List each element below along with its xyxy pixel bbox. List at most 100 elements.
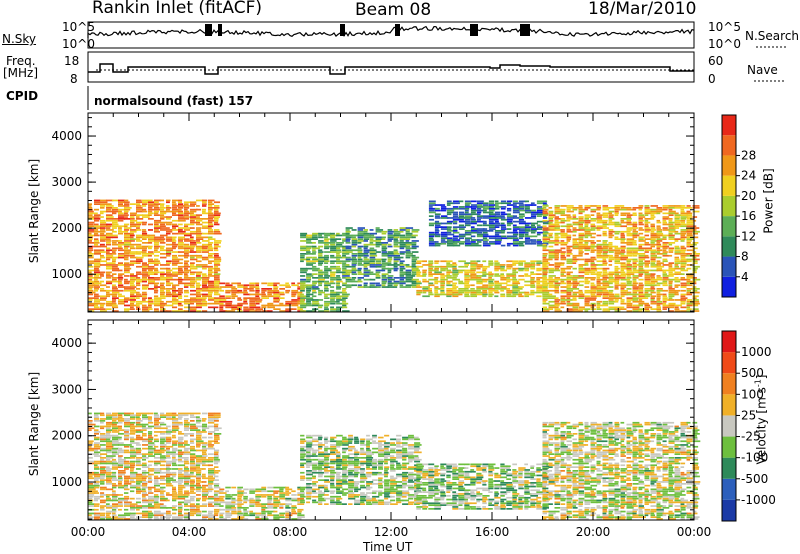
heatmap-cell [202, 418, 207, 420]
heatmap-cell [662, 260, 668, 263]
heatmap-cell [124, 475, 131, 478]
heatmap-cell [342, 262, 347, 264]
heatmap-cell [261, 494, 269, 496]
heatmap-cell [166, 477, 174, 480]
heatmap-cell [387, 245, 393, 248]
heatmap-cell [363, 245, 369, 248]
heatmap-cell [668, 229, 676, 231]
heatmap-cell [202, 208, 206, 211]
heatmap-cell [686, 299, 692, 301]
heatmap-cell [106, 423, 114, 426]
heatmap-cell [500, 217, 506, 219]
heatmap-cell [100, 453, 108, 455]
heatmap-cell [530, 286, 536, 288]
heatmap-cell [342, 253, 348, 255]
heatmap-cell [399, 227, 407, 229]
heatmap-cell [500, 206, 507, 208]
heatmap-cell [318, 280, 325, 283]
heatmap-cell [500, 231, 505, 234]
heatmap-cell [202, 431, 207, 433]
heatmap-cell [255, 308, 263, 310]
heatmap-cell [650, 214, 655, 216]
heatmap-cell [452, 235, 459, 238]
heatmap-cell [632, 280, 637, 283]
heatmap-cell [106, 425, 112, 428]
heatmap-cell [452, 202, 460, 205]
heatmap-cell [178, 245, 184, 248]
heatmap-cell [560, 262, 565, 264]
heatmap-cell [608, 207, 616, 209]
heatmap-cell [142, 412, 149, 415]
heatmap-cell [530, 204, 537, 206]
heatmap-cell [626, 223, 634, 226]
heatmap-cell [243, 284, 250, 287]
heatmap-cell [184, 267, 188, 270]
heatmap-cell [184, 457, 189, 459]
heatmap-cell [136, 501, 141, 504]
heatmap-cell [154, 201, 159, 204]
heatmap-cell [208, 227, 212, 229]
heatmap-cell [626, 216, 632, 218]
heatmap-cell [300, 286, 308, 288]
heatmap-cell [602, 225, 607, 228]
heatmap-cell [345, 234, 353, 237]
heatmap-cell [686, 221, 694, 224]
heatmap-cell [178, 265, 186, 268]
heatmap-cell [88, 238, 93, 240]
heatmap-cell [208, 471, 215, 474]
heatmap-cell [336, 254, 341, 257]
heatmap-cell [184, 247, 192, 250]
heatmap-cell [363, 271, 371, 274]
heatmap-cell [118, 412, 126, 415]
heatmap-cell [112, 242, 117, 244]
heatmap-cell [578, 240, 586, 242]
heatmap-cell [172, 444, 178, 446]
heatmap-cell [626, 208, 634, 211]
heatmap-cell [566, 258, 573, 261]
heatmap-cell [440, 291, 445, 294]
heatmap-cell [166, 433, 171, 435]
heatmap-cell [166, 484, 174, 487]
heatmap-cell [118, 205, 125, 207]
heatmap-cell [202, 273, 207, 275]
heatmap-cell [184, 265, 191, 268]
heatmap-cell [106, 210, 114, 213]
heatmap-cell [130, 418, 136, 420]
heatmap-cell [130, 497, 135, 500]
heatmap-cell [536, 207, 544, 210]
heatmap-cell [124, 479, 130, 481]
heatmap-cell [106, 421, 113, 424]
heatmap-cell [88, 423, 96, 426]
heatmap-cell [530, 213, 538, 216]
heatmap-cell [363, 260, 372, 263]
heatmap-cell [124, 258, 129, 261]
heatmap-cell [363, 253, 369, 255]
heatmap-cell [267, 291, 275, 294]
heatmap-cell [306, 238, 314, 240]
heatmap-cell [178, 470, 185, 472]
heatmap-cell [542, 278, 550, 281]
heatmap-cell [214, 438, 220, 441]
heatmap-cell [506, 275, 514, 277]
heatmap-cell [632, 295, 637, 298]
heatmap-cell [686, 282, 693, 285]
heatmap-cell [512, 262, 520, 264]
heatmap-cell [632, 232, 638, 235]
heatmap-cell [237, 512, 243, 515]
heatmap-cell [130, 299, 136, 301]
heatmap-cell [452, 242, 458, 245]
heatmap-cell [686, 304, 693, 307]
heatmap-cell [668, 310, 674, 312]
heatmap-cell [446, 244, 455, 247]
heatmap-cell [626, 247, 634, 250]
heatmap-cell [638, 289, 644, 292]
heatmap-cell [100, 225, 108, 228]
heatmap-cell [112, 234, 118, 237]
heatmap-cell [94, 212, 98, 215]
heatmap-cell [142, 418, 150, 420]
heatmap-cell [190, 240, 196, 242]
heatmap-cell [554, 212, 561, 215]
heatmap-cell [214, 429, 219, 431]
heatmap-cell [88, 289, 94, 292]
heatmap-cell [106, 475, 113, 478]
